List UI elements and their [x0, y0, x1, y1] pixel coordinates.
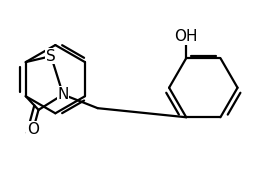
Text: O: O: [27, 122, 39, 137]
Text: S: S: [46, 49, 56, 64]
Text: N: N: [57, 87, 69, 102]
Text: OH: OH: [174, 29, 198, 44]
